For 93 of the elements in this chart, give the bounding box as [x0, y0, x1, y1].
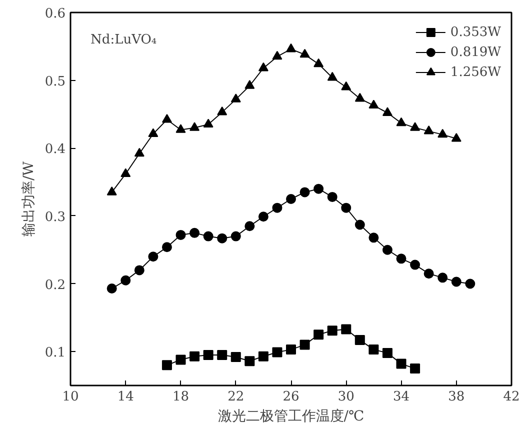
- point: [341, 202, 352, 213]
- point: [300, 340, 310, 350]
- point: [203, 350, 214, 360]
- point: [438, 128, 448, 138]
- point: [244, 356, 255, 366]
- point: [286, 344, 296, 355]
- point: [327, 326, 338, 336]
- point: [314, 330, 324, 340]
- point: [368, 232, 379, 243]
- point: [410, 122, 420, 131]
- point: [438, 272, 448, 283]
- legend-label: 1.256W: [450, 64, 501, 80]
- x-tick-label: 18: [172, 390, 190, 404]
- x-tick-label: 34: [392, 390, 410, 404]
- y-tick-label: 0.6: [44, 6, 66, 22]
- x-tick-label: 26: [282, 390, 300, 404]
- point: [272, 202, 282, 213]
- point: [286, 194, 296, 204]
- point: [368, 344, 379, 355]
- point: [134, 265, 144, 276]
- point: [217, 350, 228, 360]
- point: [106, 284, 117, 294]
- point: [120, 275, 131, 286]
- x-tick-label: 14: [117, 390, 134, 404]
- y-tick-label: 0.1: [44, 346, 66, 361]
- point: [300, 187, 310, 198]
- point: [396, 254, 406, 264]
- point: [244, 221, 255, 232]
- point: [410, 260, 420, 270]
- point: [190, 228, 200, 238]
- point: [382, 244, 392, 255]
- point: [341, 324, 352, 334]
- point: [258, 351, 268, 362]
- x-tick-label: 10: [62, 390, 79, 404]
- x-tick-label: 22: [228, 390, 244, 404]
- point: [176, 354, 186, 365]
- point: [190, 351, 200, 362]
- point: [190, 122, 200, 131]
- y-tick-label: 0.3: [44, 210, 66, 225]
- point: [203, 118, 214, 128]
- point: [258, 62, 268, 72]
- point: [176, 230, 186, 240]
- point: [217, 106, 228, 116]
- point: [341, 81, 352, 90]
- y-tick-label: 0.5: [44, 74, 66, 90]
- legend-label: 0.353W: [450, 24, 501, 40]
- point: [217, 233, 228, 244]
- point: [106, 186, 117, 196]
- point: [148, 128, 158, 137]
- point: [354, 92, 365, 102]
- point: [272, 50, 282, 60]
- point: [368, 100, 379, 109]
- x-tick-label: 38: [448, 390, 465, 404]
- point: [203, 231, 214, 242]
- point: [424, 268, 434, 279]
- point: [230, 94, 241, 102]
- point: [382, 107, 392, 116]
- point: [396, 358, 406, 369]
- point: [354, 220, 365, 230]
- point: [176, 124, 186, 133]
- point: [410, 364, 420, 374]
- legend-label: 0.819W: [450, 44, 501, 60]
- point: [230, 352, 241, 362]
- y-tick-label: 0.4: [44, 142, 66, 158]
- point: [354, 335, 365, 346]
- point: [230, 231, 241, 242]
- y-tick-label: 0.2: [44, 278, 66, 293]
- point: [286, 43, 296, 52]
- point: [396, 117, 406, 126]
- point: [465, 278, 476, 289]
- point: [272, 347, 282, 358]
- point: [451, 132, 462, 142]
- point: [424, 125, 434, 134]
- point: [120, 168, 131, 178]
- point: [382, 348, 392, 358]
- point: [162, 242, 172, 252]
- x-tick-label: 30: [338, 390, 354, 404]
- annotation: Nd:LuVO₄: [90, 32, 157, 48]
- point: [162, 360, 172, 370]
- x-tick-label: 42: [503, 390, 520, 404]
- point: [314, 58, 324, 68]
- point: [258, 212, 268, 222]
- y-axis-title: 输出功率/W: [20, 160, 37, 237]
- point: [244, 80, 255, 89]
- point: [134, 148, 144, 157]
- point: [327, 192, 338, 202]
- x-axis-title: 激光二极管工作温度/℃: [218, 408, 364, 424]
- point: [327, 72, 338, 81]
- point: [148, 252, 158, 262]
- point: [300, 48, 310, 58]
- point: [162, 114, 172, 123]
- point: [314, 184, 324, 194]
- point: [451, 276, 462, 287]
